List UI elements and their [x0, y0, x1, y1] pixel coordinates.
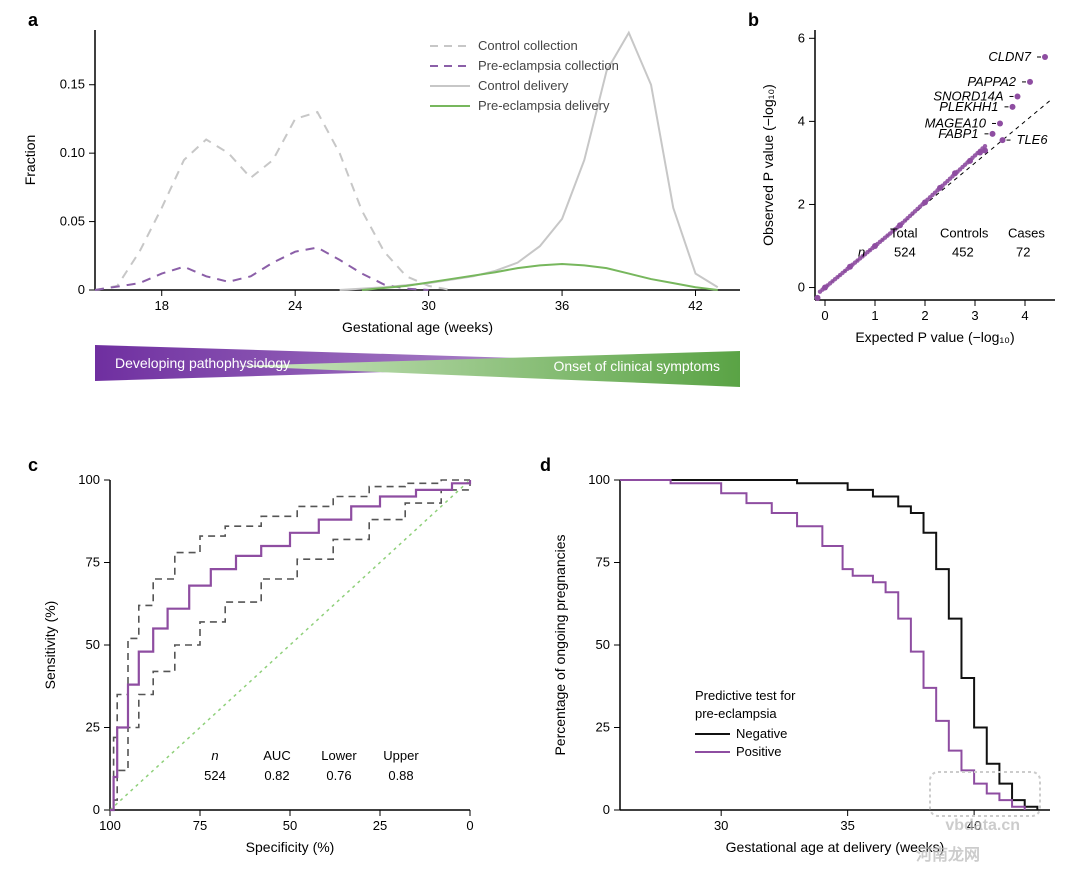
svg-text:Control delivery: Control delivery: [478, 78, 569, 93]
svg-text:75: 75: [596, 555, 610, 570]
svg-text:Gestational age at delivery (w: Gestational age at delivery (weeks): [726, 839, 945, 855]
svg-text:0: 0: [821, 308, 828, 323]
svg-text:50: 50: [596, 637, 610, 652]
svg-text:CLDN7: CLDN7: [988, 49, 1031, 64]
svg-text:3: 3: [971, 308, 978, 323]
svg-text:Fraction: Fraction: [22, 135, 38, 186]
svg-text:TLE6: TLE6: [1017, 132, 1049, 147]
svg-text:42: 42: [688, 298, 702, 313]
svg-text:25: 25: [86, 720, 100, 735]
svg-text:452: 452: [952, 244, 974, 259]
svg-text:100: 100: [99, 818, 121, 833]
svg-text:18: 18: [154, 298, 168, 313]
svg-text:2: 2: [798, 196, 805, 211]
svg-text:Predictive test for: Predictive test for: [695, 688, 796, 703]
svg-text:0: 0: [603, 802, 610, 817]
svg-text:0: 0: [78, 282, 85, 297]
svg-text:Pre-eclampsia delivery: Pre-eclampsia delivery: [478, 98, 610, 113]
svg-text:2: 2: [921, 308, 928, 323]
svg-text:Pre-eclampsia collection: Pre-eclampsia collection: [478, 58, 619, 73]
svg-text:Expected P value (−log₁₀): Expected P value (−log₁₀): [855, 329, 1014, 345]
svg-text:6: 6: [798, 30, 805, 45]
svg-text:50: 50: [283, 818, 297, 833]
svg-text:Observed P value (−log₁₀): Observed P value (−log₁₀): [760, 84, 776, 246]
watermark-left: 河南龙网: [916, 845, 980, 864]
svg-text:n: n: [858, 244, 865, 259]
svg-text:PLEKHH1: PLEKHH1: [939, 99, 998, 114]
svg-text:4: 4: [1021, 308, 1028, 323]
svg-text:Total: Total: [890, 226, 918, 241]
svg-text:75: 75: [193, 818, 207, 833]
svg-text:524: 524: [894, 244, 916, 259]
svg-text:1: 1: [871, 308, 878, 323]
svg-text:30: 30: [421, 298, 435, 313]
svg-text:Upper: Upper: [383, 748, 419, 763]
svg-text:Onset of clinical symptoms: Onset of clinical symptoms: [554, 358, 721, 374]
figure-root: a b c d 182430364200.050.100.15Gestation…: [0, 0, 1080, 877]
svg-text:25: 25: [373, 818, 387, 833]
svg-text:25: 25: [596, 720, 610, 735]
svg-text:Sensitivity (%): Sensitivity (%): [42, 601, 58, 690]
svg-text:0.88: 0.88: [388, 768, 413, 783]
svg-text:FABP1: FABP1: [938, 126, 978, 141]
svg-text:0: 0: [93, 802, 100, 817]
svg-text:Positive: Positive: [736, 744, 782, 759]
watermark-right: vbdata.cn: [945, 817, 1020, 834]
svg-text:35: 35: [840, 818, 854, 833]
svg-text:50: 50: [86, 637, 100, 652]
svg-text:24: 24: [288, 298, 302, 313]
panel-label-a: a: [28, 10, 38, 31]
figure-svg: 182430364200.050.100.15Gestational age (…: [0, 0, 1080, 877]
svg-text:Lower: Lower: [321, 748, 357, 763]
svg-text:Control collection: Control collection: [478, 38, 578, 53]
svg-text:0.15: 0.15: [60, 77, 85, 92]
svg-text:Controls: Controls: [940, 226, 989, 241]
panel-label-c: c: [28, 455, 38, 476]
svg-text:30: 30: [714, 818, 728, 833]
svg-text:Percentage of ongoing pregnanc: Percentage of ongoing pregnancies: [552, 534, 568, 755]
svg-text:Gestational age (weeks): Gestational age (weeks): [342, 319, 493, 335]
svg-text:0.76: 0.76: [326, 768, 351, 783]
svg-text:100: 100: [588, 472, 610, 487]
panel-label-b: b: [748, 10, 759, 31]
svg-text:Negative: Negative: [736, 726, 787, 741]
svg-text:Specificity (%): Specificity (%): [246, 839, 335, 855]
svg-text:0.05: 0.05: [60, 214, 85, 229]
svg-text:n: n: [211, 748, 218, 763]
svg-text:0.82: 0.82: [264, 768, 289, 783]
svg-text:Cases: Cases: [1008, 226, 1045, 241]
svg-text:72: 72: [1016, 244, 1030, 259]
panel-label-d: d: [540, 455, 551, 476]
svg-text:Developing pathophysiology: Developing pathophysiology: [115, 355, 290, 371]
svg-text:36: 36: [555, 298, 569, 313]
svg-text:PAPPA2: PAPPA2: [967, 74, 1016, 89]
svg-text:pre-eclampsia: pre-eclampsia: [695, 706, 777, 721]
svg-text:AUC: AUC: [263, 748, 290, 763]
svg-text:0: 0: [466, 818, 473, 833]
svg-text:4: 4: [798, 113, 805, 128]
svg-text:75: 75: [86, 555, 100, 570]
svg-text:0: 0: [798, 280, 805, 295]
svg-text:100: 100: [78, 472, 100, 487]
svg-text:524: 524: [204, 768, 226, 783]
svg-text:0.10: 0.10: [60, 145, 85, 160]
